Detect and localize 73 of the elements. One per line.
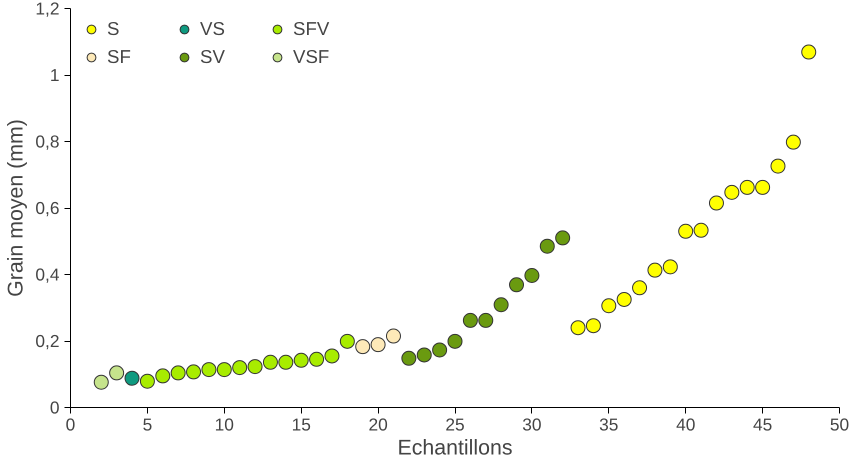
- x-tick-label: 25: [445, 414, 465, 434]
- x-tick-label: 20: [368, 414, 388, 434]
- point: [678, 224, 694, 239]
- point: [601, 298, 616, 314]
- y-tick-label: 1: [50, 65, 60, 85]
- point: [140, 374, 155, 389]
- point: [786, 134, 801, 150]
- x-tick-label: 5: [142, 414, 152, 434]
- point: [524, 268, 540, 283]
- x-tick-label: 15: [292, 414, 311, 434]
- x-tick-label: 50: [830, 414, 850, 434]
- point: [94, 374, 109, 390]
- y-tick-label: 0: [50, 398, 60, 418]
- point: [632, 280, 648, 296]
- legend-label: VSF: [293, 46, 330, 68]
- x-tick-label: 45: [752, 414, 772, 434]
- point: [294, 352, 309, 368]
- point: [740, 180, 755, 195]
- point: [770, 158, 786, 174]
- point: [386, 328, 401, 344]
- point: [324, 348, 340, 364]
- point: [708, 196, 724, 210]
- y-tick-label: 0,2: [35, 331, 60, 351]
- point: [801, 44, 816, 60]
- legend-label: SFV: [293, 18, 330, 40]
- y-tick-label: 0,6: [35, 198, 60, 218]
- point: [462, 312, 478, 328]
- legend-label: S: [107, 18, 120, 40]
- point: [232, 360, 248, 376]
- point: [201, 362, 216, 378]
- point: [262, 354, 278, 370]
- point: [216, 362, 232, 378]
- point: [586, 318, 601, 334]
- point: [124, 370, 140, 386]
- point: [370, 337, 386, 352]
- point: [155, 368, 170, 384]
- point: [170, 365, 186, 380]
- point: [755, 180, 770, 195]
- x-axis-title: Echantillons: [398, 436, 513, 460]
- point: [340, 334, 355, 349]
- point: [401, 350, 416, 366]
- y-tick-label: 0,4: [35, 264, 60, 284]
- point: [724, 184, 740, 200]
- y-tick-label: 0,8: [35, 132, 60, 152]
- legend-label: SF: [107, 46, 132, 68]
- point: [109, 365, 124, 380]
- x-tick-label: 40: [676, 414, 696, 434]
- x-tick-label: 30: [522, 414, 542, 434]
- point: [509, 277, 524, 292]
- x-tick-label: 35: [599, 414, 618, 434]
- point: [570, 320, 586, 336]
- point: [662, 259, 678, 274]
- point: [432, 342, 448, 358]
- point: [186, 364, 202, 380]
- point: [694, 222, 709, 238]
- point: [647, 262, 662, 278]
- x-tick-label: 10: [214, 414, 234, 434]
- y-axis-title: Grain moyen (mm): [3, 119, 28, 297]
- point: [355, 339, 370, 354]
- legend-label: VS: [200, 18, 226, 40]
- point: [309, 352, 324, 367]
- point: [416, 347, 432, 362]
- point: [478, 312, 494, 328]
- point: [494, 297, 509, 312]
- point: [555, 230, 570, 246]
- point: [616, 292, 632, 307]
- point: [448, 334, 462, 349]
- point: [540, 238, 555, 254]
- legend-label: SV: [200, 46, 226, 68]
- y-tick-label: 1,2: [35, 0, 60, 18]
- point: [278, 354, 294, 370]
- point: [248, 359, 263, 374]
- x-tick-label: 0: [66, 414, 76, 434]
